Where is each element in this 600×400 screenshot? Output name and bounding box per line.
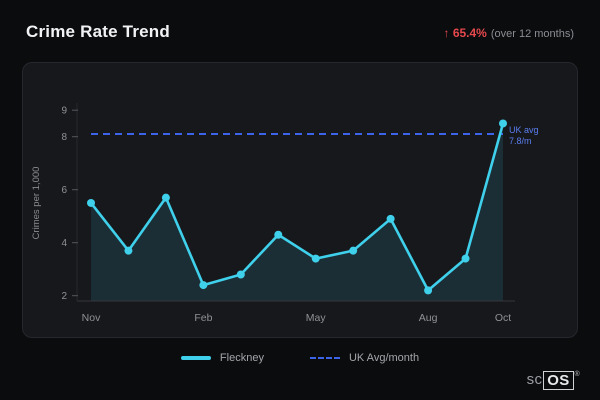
trend-value: ↑ 65.4% [443,26,486,40]
trend-caption: (over 12 months) [490,28,574,40]
area-fill [91,123,503,301]
legend-item-uk-avg: UK Avg/month [309,352,420,364]
data-point [499,119,507,128]
logo-box: OS [543,370,574,390]
legend-label-fleckney: Fleckney [219,352,264,364]
scos-logo: sc OS ® [526,370,580,390]
chart-legend: Fleckney UK Avg/month [0,352,600,364]
y-tick-labels: 2 4 6 8 9 [61,106,78,302]
svg-text:Oct: Oct [495,312,511,324]
data-point [87,198,95,207]
svg-text:6: 6 [61,185,67,196]
crime-trend-chart: 2 4 6 8 9 Nov Feb May Aug Oct Crimes per 1,000 UK a… [31,103,539,324]
svg-text:4: 4 [61,238,67,249]
data-point [161,193,170,202]
svg-text:Feb: Feb [194,312,212,324]
data-point [199,281,208,290]
uk-avg-dash-swatch [309,357,340,359]
svg-text:2: 2 [61,291,67,302]
data-point [386,214,395,223]
data-point [124,246,133,255]
data-point [274,230,283,239]
x-tick-labels: Nov Feb May Aug Oct [82,312,512,324]
data-point [311,254,320,263]
up-arrow-icon: ↑ [443,26,450,40]
data-points [87,119,507,295]
logo-registered-mark: ® [574,370,580,378]
data-point [236,270,245,279]
data-point [349,246,358,255]
svg-text:Aug: Aug [419,312,438,324]
legend-label-uk-avg: UK Avg/month [348,352,420,364]
svg-text:7.8/m: 7.8/m [509,136,532,146]
page-header: Crime Rate Trend ↑ 65.4% (over 12 months) [0,0,600,42]
legend-item-fleckney: Fleckney [180,352,264,364]
logo-prefix: sc [526,370,543,388]
page-title: Crime Rate Trend [26,22,170,41]
fleckney-line-swatch [180,356,211,360]
data-point [461,254,470,263]
y-axis-label: Crimes per 1,000 [31,167,42,240]
svg-text:9: 9 [61,106,67,117]
svg-text:UK avg: UK avg [509,125,539,135]
svg-text:8: 8 [61,132,67,143]
svg-text:Nov: Nov [82,312,101,324]
svg-text:May: May [306,312,327,324]
fleckney-line [89,122,505,292]
data-point [424,286,433,295]
trend-percentage: 65.4% [452,26,487,40]
trend-indicator: ↑ 65.4% (over 12 months) [443,26,574,40]
crime-trend-card: 2 4 6 8 9 Nov Feb May Aug Oct Crimes per 1,000 UK a… [22,62,578,338]
